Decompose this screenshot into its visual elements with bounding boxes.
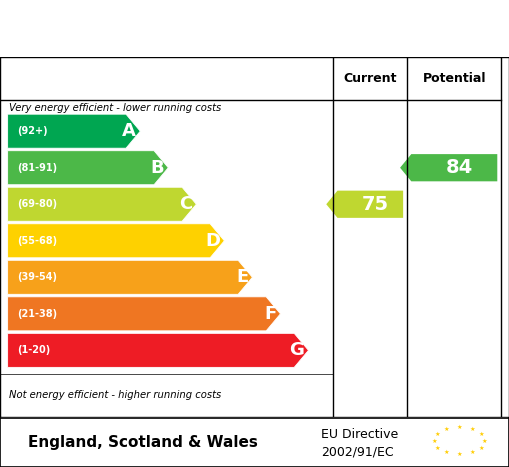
Text: England, Scotland & Wales: England, Scotland & Wales	[27, 435, 258, 450]
Text: Current: Current	[344, 72, 397, 85]
Text: ★: ★	[469, 451, 475, 455]
Polygon shape	[8, 260, 252, 294]
Polygon shape	[400, 154, 497, 181]
Text: E: E	[236, 269, 248, 286]
Text: Energy Efficiency Rating: Energy Efficiency Rating	[15, 17, 341, 41]
Text: ★: ★	[444, 451, 449, 455]
Text: D: D	[205, 232, 220, 250]
Text: 75: 75	[362, 195, 389, 214]
Text: (81-91): (81-91)	[17, 163, 57, 173]
Text: Very energy efficient - lower running costs: Very energy efficient - lower running co…	[9, 103, 221, 113]
Text: (1-20): (1-20)	[17, 346, 50, 355]
Text: ★: ★	[482, 439, 488, 444]
Polygon shape	[8, 224, 224, 258]
Polygon shape	[8, 297, 280, 331]
Text: ★: ★	[457, 452, 462, 457]
Text: ★: ★	[457, 425, 462, 431]
Text: (39-54): (39-54)	[17, 272, 57, 282]
Text: G: G	[290, 341, 304, 360]
Polygon shape	[8, 114, 140, 148]
Text: (21-38): (21-38)	[17, 309, 57, 319]
Text: ★: ★	[444, 427, 449, 432]
Text: ★: ★	[431, 439, 437, 444]
Polygon shape	[8, 187, 196, 221]
Polygon shape	[8, 333, 308, 368]
Text: (69-80): (69-80)	[17, 199, 57, 209]
Text: Not energy efficient - higher running costs: Not energy efficient - higher running co…	[9, 390, 221, 400]
Text: ★: ★	[478, 446, 484, 451]
Text: ★: ★	[435, 432, 440, 437]
Text: A: A	[122, 122, 136, 140]
Text: ★: ★	[469, 427, 475, 432]
Text: EU Directive: EU Directive	[321, 428, 398, 441]
Text: (92+): (92+)	[17, 126, 47, 136]
Text: 84: 84	[446, 158, 473, 177]
Text: ★: ★	[435, 446, 440, 451]
Text: B: B	[151, 159, 164, 177]
Text: (55-68): (55-68)	[17, 236, 57, 246]
Text: F: F	[264, 305, 276, 323]
Polygon shape	[326, 191, 403, 218]
Text: C: C	[179, 195, 192, 213]
Text: ★: ★	[478, 432, 484, 437]
Text: 2002/91/EC: 2002/91/EC	[321, 446, 393, 459]
Text: Potential: Potential	[422, 72, 486, 85]
Polygon shape	[8, 151, 168, 185]
